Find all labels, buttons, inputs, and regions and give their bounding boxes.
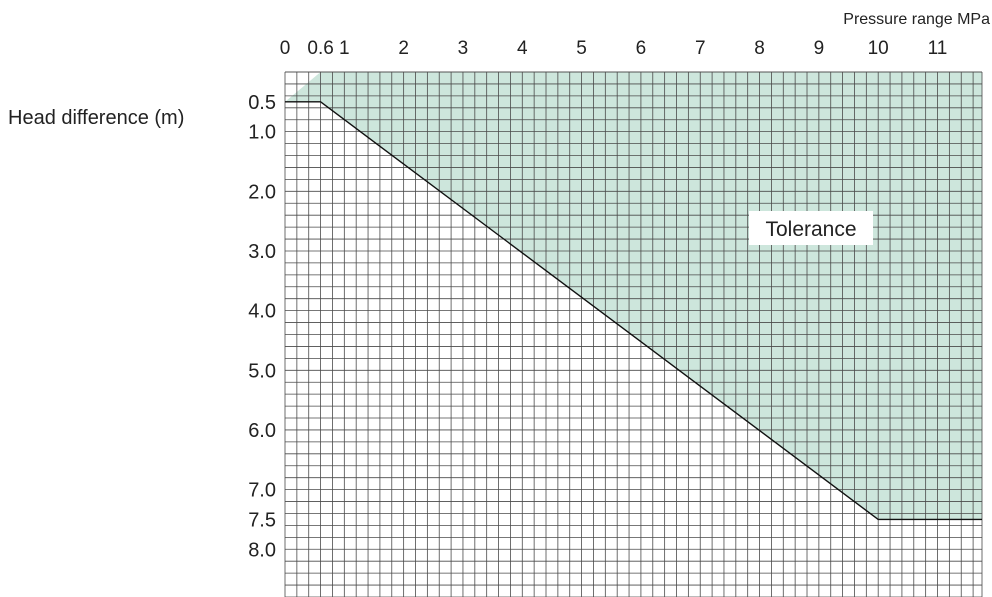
x-tick-label: 1 — [339, 38, 350, 59]
y-tick-label: 6.0 — [248, 420, 276, 442]
boundary-line — [285, 101, 982, 521]
y-tick-label: 7.5 — [248, 509, 276, 531]
x-tick-labels: 0 0.6 1 2 3 4 5 6 7 8 9 10 11 — [280, 38, 948, 59]
y-tick-label: 3.0 — [248, 241, 276, 263]
tolerance-label-bg — [749, 211, 873, 245]
x-tick-label: 9 — [814, 38, 825, 59]
tolerance-label: Tolerance — [765, 218, 856, 241]
x-tick-label: 7 — [695, 38, 706, 59]
x-tick-label: 10 — [868, 38, 889, 59]
x-tick-label: 11 — [928, 38, 948, 59]
tolerance-region — [285, 72, 982, 520]
x-tick-label: 3 — [458, 38, 469, 59]
y-tick-label: 5.0 — [248, 360, 276, 382]
x-tick-label: 0 — [280, 38, 291, 59]
y-tick-label: 8.0 — [248, 539, 276, 561]
x-tick-label: 8 — [754, 38, 765, 59]
x-tick-label: 2 — [398, 38, 409, 59]
y-tick-label: 4.0 — [248, 301, 276, 323]
y-tick-label: 0.5 — [248, 92, 276, 114]
x-tick-label: 5 — [576, 38, 587, 59]
y-tick-label: 1.0 — [248, 122, 276, 144]
x-tick-label: 4 — [517, 38, 528, 59]
x-tick-label: 6 — [636, 38, 647, 59]
x-tick-label: 0.6 — [307, 38, 333, 59]
y-tick-labels: 0.5 1.0 2.0 3.0 4.0 5.0 6.0 7.0 7.5 8.0 — [248, 92, 276, 561]
x-axis-title: Pressure range MPa — [843, 11, 990, 28]
y-tick-label: 7.0 — [248, 480, 276, 502]
grid-overlay — [284, 71, 983, 597]
y-tick-label: 2.0 — [248, 181, 276, 203]
y-axis-title: Head difference (m) — [8, 107, 184, 129]
